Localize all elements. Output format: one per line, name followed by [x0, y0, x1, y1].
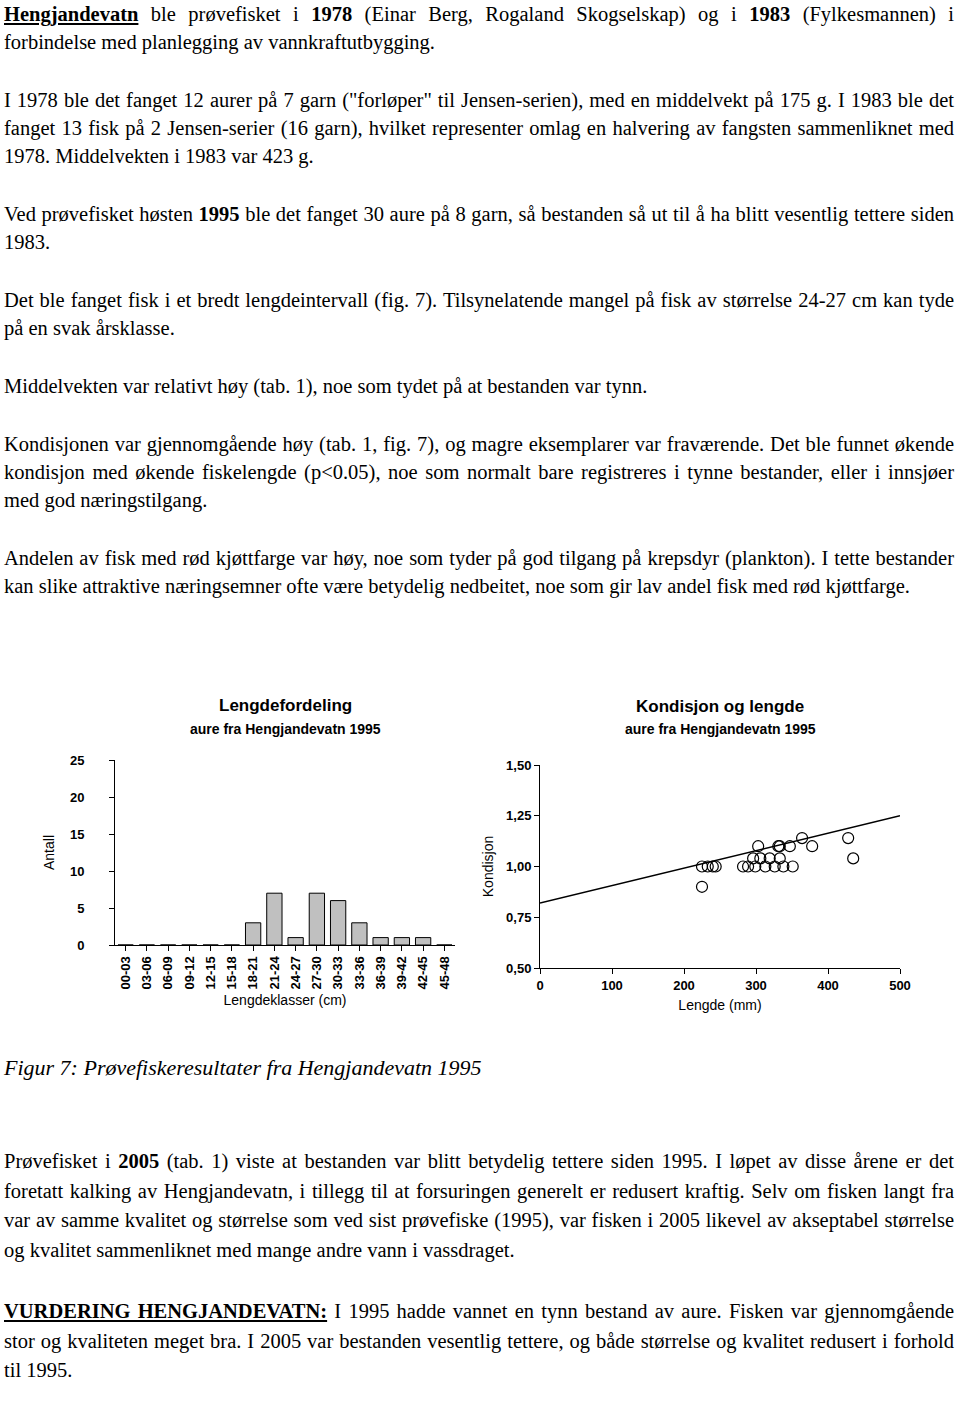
- svg-text:Lengde (mm): Lengde (mm): [678, 997, 761, 1013]
- svg-text:Kondisjon og lengde: Kondisjon og lengde: [636, 697, 804, 716]
- html-text:Figur 7: Prøvefiskeresultater: Figur 7: Prøvefiskeresultater fra Hengja…: [4, 1055, 482, 1080]
- svg-text:0: 0: [77, 938, 84, 953]
- html-text:Det ble fanget fisk i et bredt: Det ble fanget fisk i et bredt lengdeint…: [4, 289, 954, 339]
- svg-text:27-30: 27-30: [309, 956, 324, 989]
- svg-text:300: 300: [745, 978, 767, 993]
- svg-text:20: 20: [70, 790, 84, 805]
- svg-text:45-48: 45-48: [437, 956, 452, 989]
- svg-text:200: 200: [673, 978, 695, 993]
- svg-text:06-09: 06-09: [160, 956, 175, 989]
- html-text:Prøvefisket i 2005 (tab. 1) vi: Prøvefisket i 2005 (tab. 1) viste at bes…: [4, 1150, 954, 1261]
- svg-text:03-06: 03-06: [139, 956, 154, 989]
- svg-text:1,50: 1,50: [506, 758, 531, 773]
- html-text:Middelvekten var relativt høy: Middelvekten var relativt høy (tab. 1), …: [4, 375, 648, 397]
- svg-text:39-42: 39-42: [394, 956, 409, 989]
- svg-text:24-27: 24-27: [288, 956, 303, 989]
- svg-text:15: 15: [70, 827, 84, 842]
- svg-text:0: 0: [536, 978, 543, 993]
- svg-text:25: 25: [70, 753, 84, 768]
- svg-text:12-15: 12-15: [203, 956, 218, 989]
- svg-text:500: 500: [889, 978, 911, 993]
- svg-text:aure fra Hengjandevatn 1995: aure fra Hengjandevatn 1995: [190, 721, 381, 737]
- svg-text:Lengdefordeling: Lengdefordeling: [219, 696, 352, 715]
- svg-text:30-33: 30-33: [330, 956, 345, 989]
- svg-text:400: 400: [817, 978, 839, 993]
- svg-text:Lengdeklasser (cm): Lengdeklasser (cm): [224, 992, 347, 1008]
- html-text:Kondisjonen var gjennomgående: Kondisjonen var gjennomgående høy (tab. …: [4, 433, 954, 511]
- html-text:Andelen av fisk med rød kjøttf: Andelen av fisk med rød kjøttfarge var h…: [4, 547, 954, 597]
- svg-text:21-24: 21-24: [267, 955, 282, 989]
- svg-text:33-36: 33-36: [352, 956, 367, 989]
- html-text:I 1978 ble det fanget 12 aurer: I 1978 ble det fanget 12 aurer på 7 garn…: [4, 89, 954, 167]
- svg-text:36-39: 36-39: [373, 956, 388, 989]
- svg-text:Antall: Antall: [41, 835, 57, 870]
- svg-text:100: 100: [601, 978, 623, 993]
- svg-text:Kondisjon: Kondisjon: [480, 836, 496, 898]
- svg-text:09-12: 09-12: [182, 956, 197, 989]
- html-text:Hengjandevatn ble prøvefisket: Hengjandevatn ble prøvefisket i 1978 (Ei…: [4, 3, 954, 53]
- svg-text:0,75: 0,75: [506, 910, 531, 925]
- svg-text:1,00: 1,00: [506, 859, 531, 874]
- svg-text:5: 5: [77, 901, 84, 916]
- svg-text:18-21: 18-21: [245, 956, 260, 989]
- html-text:Ved prøvefisket høsten 1995 bl: Ved prøvefisket høsten 1995 ble det fang…: [4, 203, 954, 253]
- html-text:VURDERING HENGJANDEVATN: I 199: VURDERING HENGJANDEVATN: I 1995 hadde va…: [4, 1300, 954, 1381]
- svg-text:15-18: 15-18: [224, 956, 239, 989]
- svg-text:0,50: 0,50: [506, 961, 531, 976]
- svg-text:00-03: 00-03: [118, 956, 133, 989]
- svg-text:aure fra Hengjandevatn 1995: aure fra Hengjandevatn 1995: [625, 721, 816, 737]
- svg-text:10: 10: [70, 864, 84, 879]
- svg-text:42-45: 42-45: [415, 956, 430, 989]
- svg-text:1,25: 1,25: [506, 808, 531, 823]
